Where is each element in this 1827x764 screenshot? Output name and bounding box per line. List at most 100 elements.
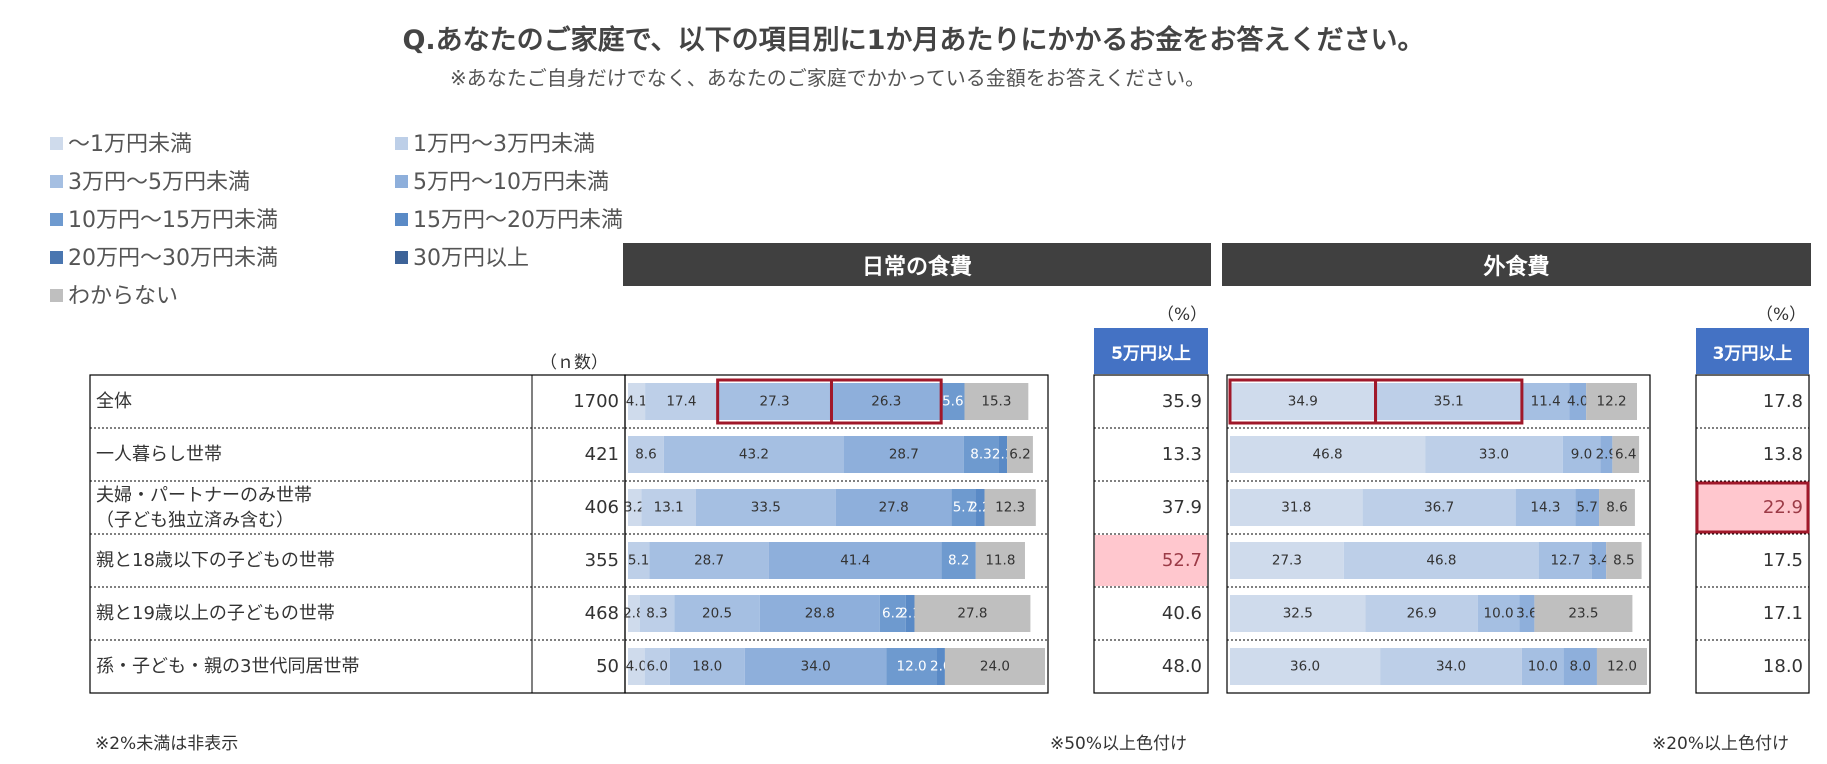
bar-data-label: 3.6 (1516, 606, 1537, 622)
bar-data-label: 34.0 (801, 659, 831, 675)
legend-label: 10万円～15万円未満 (68, 208, 278, 233)
bar-segment (975, 489, 985, 526)
bar-segment (644, 648, 670, 685)
bar-segment (1230, 383, 1376, 420)
page-subtitle: ※あなたご自身だけでなく、あなたのご家庭でかかっている金額をお答えください。 (450, 66, 1206, 90)
legend-item: 30万円以上 (395, 240, 529, 272)
legend-swatch (395, 212, 408, 226)
bar-data-label: 27.3 (1272, 553, 1302, 569)
bar-segment (1515, 489, 1576, 526)
bar-segment (1375, 383, 1522, 420)
bar-data-label: 12.0 (1607, 659, 1637, 675)
bar-data-label: 2.9 (1596, 447, 1617, 463)
bar-data-label: 33.5 (751, 500, 781, 516)
legend-label: 15万円～20万円未満 (413, 208, 623, 233)
bar-data-label: 35.1 (1434, 394, 1464, 410)
summary-value: 35.9 (1162, 391, 1202, 412)
legend-item: わからない (50, 278, 178, 310)
bar-segment (1425, 436, 1563, 473)
summary-highlight (1095, 535, 1207, 586)
bar-data-label: 20.5 (702, 606, 732, 622)
legend-label: 1万円～3万円未満 (413, 132, 595, 157)
note-highlight-rule: ※20%以上色付け (1652, 734, 1790, 754)
bar-segment (1230, 595, 1366, 632)
legend-swatch (395, 174, 408, 188)
bar-data-label: 5.6 (942, 394, 963, 410)
bar-data-label: 10.0 (1528, 659, 1558, 675)
bar-data-label: 9.0 (1571, 447, 1592, 463)
bar-segment (914, 595, 1031, 632)
bar-data-label: 6.2 (882, 606, 903, 622)
bar-segment (1586, 383, 1637, 420)
percent-unit-label: （%） (1756, 305, 1807, 325)
row-n-value: 421 (585, 444, 619, 465)
legend-swatch (50, 288, 63, 302)
bar-segment (941, 383, 965, 420)
legend-label: 5万円～10万円未満 (413, 170, 609, 195)
legend-swatch (50, 212, 63, 226)
summary-value: 37.9 (1162, 497, 1202, 518)
bar-data-label: 10.0 (1484, 606, 1514, 622)
row-n-value: 355 (585, 550, 619, 571)
summary-value: 48.0 (1162, 656, 1202, 677)
bar-segment (628, 436, 664, 473)
summary-value: 17.8 (1763, 391, 1803, 412)
bar-segment (1563, 648, 1597, 685)
bar-segment (936, 648, 945, 685)
legend-swatch (50, 250, 63, 264)
summary-value: 13.8 (1763, 444, 1803, 465)
chart-band-title: 外食費 (1222, 243, 1811, 286)
legend-item: 5万円～10万円未満 (395, 164, 609, 196)
legend-label: 30万円以上 (413, 246, 529, 271)
legend-item: 3万円～5万円未満 (50, 164, 250, 196)
bar-segment (1521, 648, 1564, 685)
bar-data-label: 28.8 (805, 606, 835, 622)
bar-data-label: 11.8 (985, 553, 1015, 569)
summary-value: 22.9 (1763, 497, 1803, 518)
row-n-value: 468 (585, 603, 619, 624)
bar-data-label: 46.8 (1313, 447, 1343, 463)
note-hidden-values: ※2%未満は非表示 (95, 734, 239, 754)
bar-data-label: 11.4 (1531, 394, 1561, 410)
bar-data-label: 32.5 (1283, 606, 1313, 622)
bar-segment (984, 489, 1036, 526)
bar-segment (1612, 436, 1640, 473)
row-label: 孫・子ども・親の3世代同居世帯 (96, 656, 359, 677)
summary-header: 3万円以上 (1696, 328, 1809, 374)
bar-data-label: 41.4 (840, 553, 870, 569)
summary-value: 18.0 (1763, 656, 1803, 677)
bar-data-label: 12.2 (1597, 394, 1627, 410)
bar-segment (645, 383, 718, 420)
bar-segment (831, 383, 942, 420)
legend-swatch (50, 174, 63, 188)
bar-data-label: 18.0 (692, 659, 722, 675)
row-n-value: 50 (596, 656, 619, 677)
bar-segment (1569, 383, 1587, 420)
summary-value: 17.5 (1763, 550, 1803, 571)
bar-data-label: 6.4 (1615, 447, 1636, 463)
row-label: 親と19歳以上の子どもの世帯 (96, 603, 335, 624)
bar-data-label: 5.7 (1576, 500, 1597, 516)
bar-segment (639, 595, 675, 632)
note-highlight-rule: ※50%以上色付け (1050, 734, 1188, 754)
bar-data-label: 34.0 (1436, 659, 1466, 675)
bar-data-label: 6.0 (646, 659, 667, 675)
bar-segment (1600, 436, 1613, 473)
bar-data-label: 12.0 (897, 659, 927, 675)
bar-data-label: 3.2 (624, 500, 645, 516)
bar-segment (1599, 489, 1635, 526)
row-n-value: 406 (585, 497, 619, 518)
bar-data-label: 8.2 (948, 553, 969, 569)
bar-data-label: 2.8 (623, 606, 644, 622)
summary-value: 13.3 (1162, 444, 1202, 465)
bar-data-label: 8.0 (1570, 659, 1591, 675)
bar-segment (1230, 648, 1381, 685)
bar-data-label: 12.7 (1550, 553, 1580, 569)
bar-segment (641, 489, 696, 526)
bar-data-label: 4.0 (1567, 394, 1588, 410)
emphasis-box (829, 378, 943, 425)
bar-segment (1230, 542, 1344, 579)
n-count-label: （ｎ数） (540, 353, 608, 373)
legend-item: 20万円～30万円未満 (50, 240, 278, 272)
legend-item: ～1万円未満 (50, 126, 192, 158)
